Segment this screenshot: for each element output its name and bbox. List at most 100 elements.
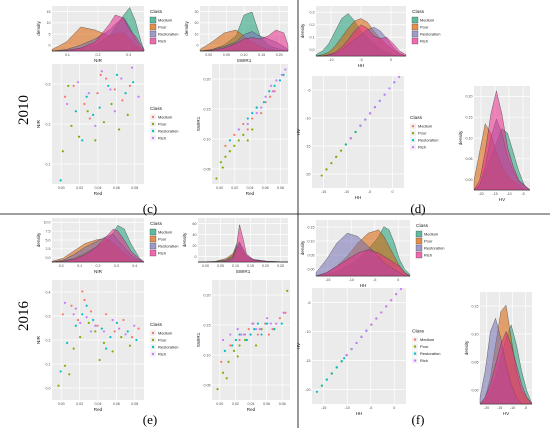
scatter-point-rich (271, 90, 274, 93)
x-tick-label: 0.08 (131, 186, 138, 190)
legend-label-poor: Poor (420, 344, 429, 349)
scatter-point-rich (124, 333, 127, 336)
chart-2010-swir1-red-scatter: 0.00 0.02 0.04 0.06 0.08 0.05 0.10 0.15 0.20 Red S… (196, 64, 288, 196)
scatter-point-restoration (105, 347, 108, 350)
scatter-point-medium (284, 311, 287, 314)
scatter-point-medium (99, 73, 102, 77)
x-tick-label: -20 (478, 192, 483, 196)
x-tick-label: -10 (510, 406, 515, 410)
legend-label-restoration: Restoration (420, 351, 440, 356)
legend-label-rich: Rich (420, 39, 428, 44)
scatter-point-restoration (325, 378, 328, 381)
y-tick-label: 0.00 (308, 267, 315, 271)
scatter-point-rich (63, 301, 67, 304)
scatter-point-medium (96, 91, 99, 95)
x-tick-label: 0.06 (113, 402, 120, 406)
x-axis-title: Red (94, 407, 103, 412)
y-tick-label: 0 (195, 255, 197, 259)
x-tick-label: 0.05 (217, 264, 224, 268)
legend-label-restoration: Restoration (158, 129, 178, 134)
scatter-point-restoration (330, 372, 333, 375)
chart-2016-hv-hh-scatter: -15 -10 -5 0 -20 -15 -10 -5 HH HV Class Medium Poor R… (296, 287, 440, 416)
density-curve-rich (473, 90, 531, 191)
scatter-point-rich (100, 70, 103, 73)
x-tick-label: 0.25 (277, 264, 284, 268)
y-tick-label: 0.05 (472, 360, 479, 364)
x-tick-label: -10 (506, 192, 511, 196)
y-axis-title: density (36, 232, 41, 247)
density-curve-rich (199, 29, 289, 52)
scatter-point-poor (70, 124, 73, 127)
scatter-point-medium (70, 304, 73, 307)
scatter-point-restoration (343, 357, 346, 360)
y-tick-label: 0.10 (308, 239, 315, 243)
scatter-point-rich (113, 110, 116, 113)
y-tick-label: 30 (195, 10, 199, 14)
scatter-point-rich (388, 87, 391, 90)
x-tick-label: -15 (321, 190, 326, 194)
scatter-point-rich (240, 333, 243, 336)
scatter-point-poor (79, 336, 82, 339)
y-tick-label: 0.4 (46, 290, 51, 294)
y-tick-label: 0.0 (46, 386, 51, 390)
y-tick-label: 0.2 (46, 338, 51, 342)
scatter-point-medium (96, 324, 99, 327)
x-tick-label: 0.1 (77, 264, 82, 268)
scatter-point-rich (345, 354, 348, 357)
scatter-point-medium (81, 290, 84, 293)
scatter-point-medium (238, 338, 241, 342)
chart-2016-nir-red-scatter: 0.00 0.02 0.04 0.06 0.08 0.0 0.1 0.2 0.3 0.4 Red NI… (36, 280, 178, 412)
y-tick-label: 0.15 (466, 116, 473, 120)
scatter-point-rich (378, 99, 381, 102)
x-tick-label: 0.02 (231, 186, 238, 190)
scatter-point-rich (74, 307, 77, 310)
legend-label-rich: Rich (424, 253, 432, 258)
scatter-point-medium (264, 322, 267, 325)
scatter-point-restoration (335, 366, 338, 369)
x-tick-label: 0 (393, 406, 395, 410)
y-tick-label: 0.2 (46, 122, 51, 126)
y-tick-label: 0.1 (46, 162, 51, 166)
y-tick-label: 0.3 (46, 314, 51, 318)
y-tick-label: 10 (195, 32, 199, 36)
legend-dot-medium (151, 331, 155, 335)
scatter-point-rich (265, 317, 269, 320)
legend-label-medium: Medium (420, 18, 435, 23)
legend-label-medium: Medium (420, 337, 435, 342)
scatter-point-medium (105, 313, 108, 316)
y-tick-label: 0.20 (204, 293, 211, 297)
scatter-point-restoration (344, 143, 347, 146)
legend-swatch-rich (411, 37, 419, 45)
x-tick-label: 0.08 (277, 186, 284, 190)
x-tick-label: 0.06 (263, 402, 270, 406)
legend-swatch-medium (411, 16, 419, 24)
scatter-point-medium (251, 117, 254, 120)
density-curve-rich (315, 249, 411, 277)
scatter-point-rich (255, 111, 258, 115)
density-curve-rich (51, 14, 145, 52)
y-tick-label: 0.1 (46, 362, 51, 366)
scatter-point-rich (275, 79, 278, 82)
scatter-point-medium (130, 336, 134, 339)
scatter-point-rich (269, 322, 272, 325)
legend-label-rich: Rich (420, 358, 428, 363)
scatter-point-restoration (109, 336, 112, 339)
x-axis-title: Red (94, 191, 103, 196)
y-tick-label: 0 (49, 44, 51, 48)
y-tick-label: 60 (193, 222, 197, 226)
scatter-point-restoration (66, 341, 69, 344)
legend-label-restoration: Restoration (158, 244, 178, 249)
scatter-point-rich (284, 68, 287, 71)
scatter-point-rich (120, 77, 123, 80)
scatter-point-restoration (280, 322, 283, 325)
scatter-point-rich (246, 122, 249, 126)
y-axis-title: HV (296, 342, 301, 349)
x-tick-label: -10 (349, 278, 354, 282)
scatter-point-restoration (273, 84, 276, 87)
scatter-point-restoration (98, 106, 101, 109)
scatter-point-poor (110, 102, 113, 106)
y-tick-label: 20 (193, 244, 197, 248)
scatter-point-restoration (251, 111, 254, 115)
x-tick-label: 0.0 (59, 264, 64, 268)
scatter-point-poor (251, 128, 254, 131)
